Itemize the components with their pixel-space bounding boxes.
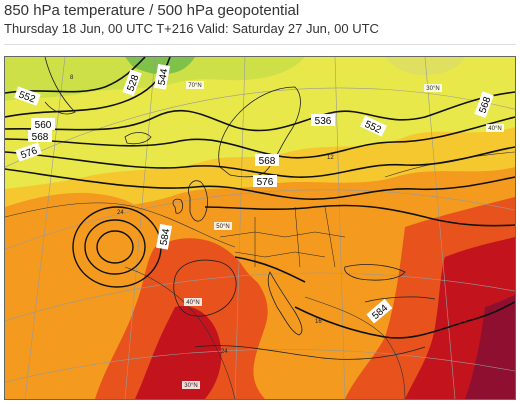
svg-text:576: 576 — [257, 177, 274, 188]
geopotential-label: 568 — [28, 130, 52, 143]
svg-text:568: 568 — [259, 156, 276, 167]
svg-text:40°N: 40°N — [488, 126, 501, 132]
svg-text:30°N: 30°N — [184, 383, 197, 389]
zone-warm-central — [228, 191, 399, 314]
zone-extreme-east — [465, 295, 515, 399]
svg-text:30°N: 30°N — [426, 86, 439, 92]
geopotential-contours — [5, 57, 515, 339]
isotherm-label: 16 — [315, 319, 322, 325]
svg-text:568: 568 — [32, 132, 49, 143]
graticule — [5, 57, 515, 399]
svg-text:536: 536 — [315, 116, 332, 127]
svg-text:584: 584 — [159, 227, 173, 246]
map-svg: 552 560 568 576 528 544 536 552 568 576 … — [5, 57, 515, 399]
latitude-label: 50°N — [214, 222, 232, 230]
latitude-label: 30°N — [424, 84, 442, 92]
zone-cool-ne — [385, 57, 465, 75]
zone-very-hot-africa — [135, 306, 222, 399]
svg-text:70°N: 70°N — [188, 83, 201, 89]
svg-text:560: 560 — [35, 120, 52, 131]
geopotential-label-group: 552 560 568 576 528 544 536 552 568 576 … — [14, 63, 494, 324]
svg-text:544: 544 — [157, 67, 171, 86]
geopotential-label: 560 — [31, 118, 55, 131]
geopotential-label: 536 — [311, 114, 335, 127]
chart-title: 850 hPa temperature / 500 hPa geopotenti… — [4, 2, 300, 19]
latitude-label: 40°N — [184, 298, 202, 306]
geopotential-label: 584 — [156, 223, 173, 250]
header: 850 hPa temperature / 500 hPa geopotenti… — [0, 0, 520, 56]
svg-text:50°N: 50°N — [216, 224, 229, 230]
latitude-label: 30°N — [182, 381, 200, 389]
latitude-label-group: 70°N 50°N 40°N 30°N 30°N 40°N — [182, 81, 504, 389]
geopotential-label: 576 — [253, 175, 277, 188]
isotherm-label: 12 — [327, 155, 334, 161]
geopotential-label: 568 — [255, 154, 279, 167]
latitude-label: 70°N — [186, 81, 204, 89]
isotherm-label: 24 — [221, 349, 228, 355]
isotherm-label-group: 24 24 16 12 8 — [70, 75, 334, 355]
coastlines — [44, 57, 436, 360]
divider — [4, 44, 516, 45]
svg-text:40°N: 40°N — [186, 300, 199, 306]
geopotential-label: 544 — [154, 63, 171, 90]
latitude-label: 40°N — [486, 124, 504, 132]
weather-map[interactable]: 552 560 568 576 528 544 536 552 568 576 … — [4, 56, 516, 400]
zone-cool-green — [5, 57, 305, 101]
chart-subtitle: Thursday 18 Jun, 00 UTC T+216 Valid: Sat… — [4, 21, 379, 36]
isotherm-label: 8 — [70, 75, 74, 81]
isotherm-label: 24 — [117, 210, 124, 216]
